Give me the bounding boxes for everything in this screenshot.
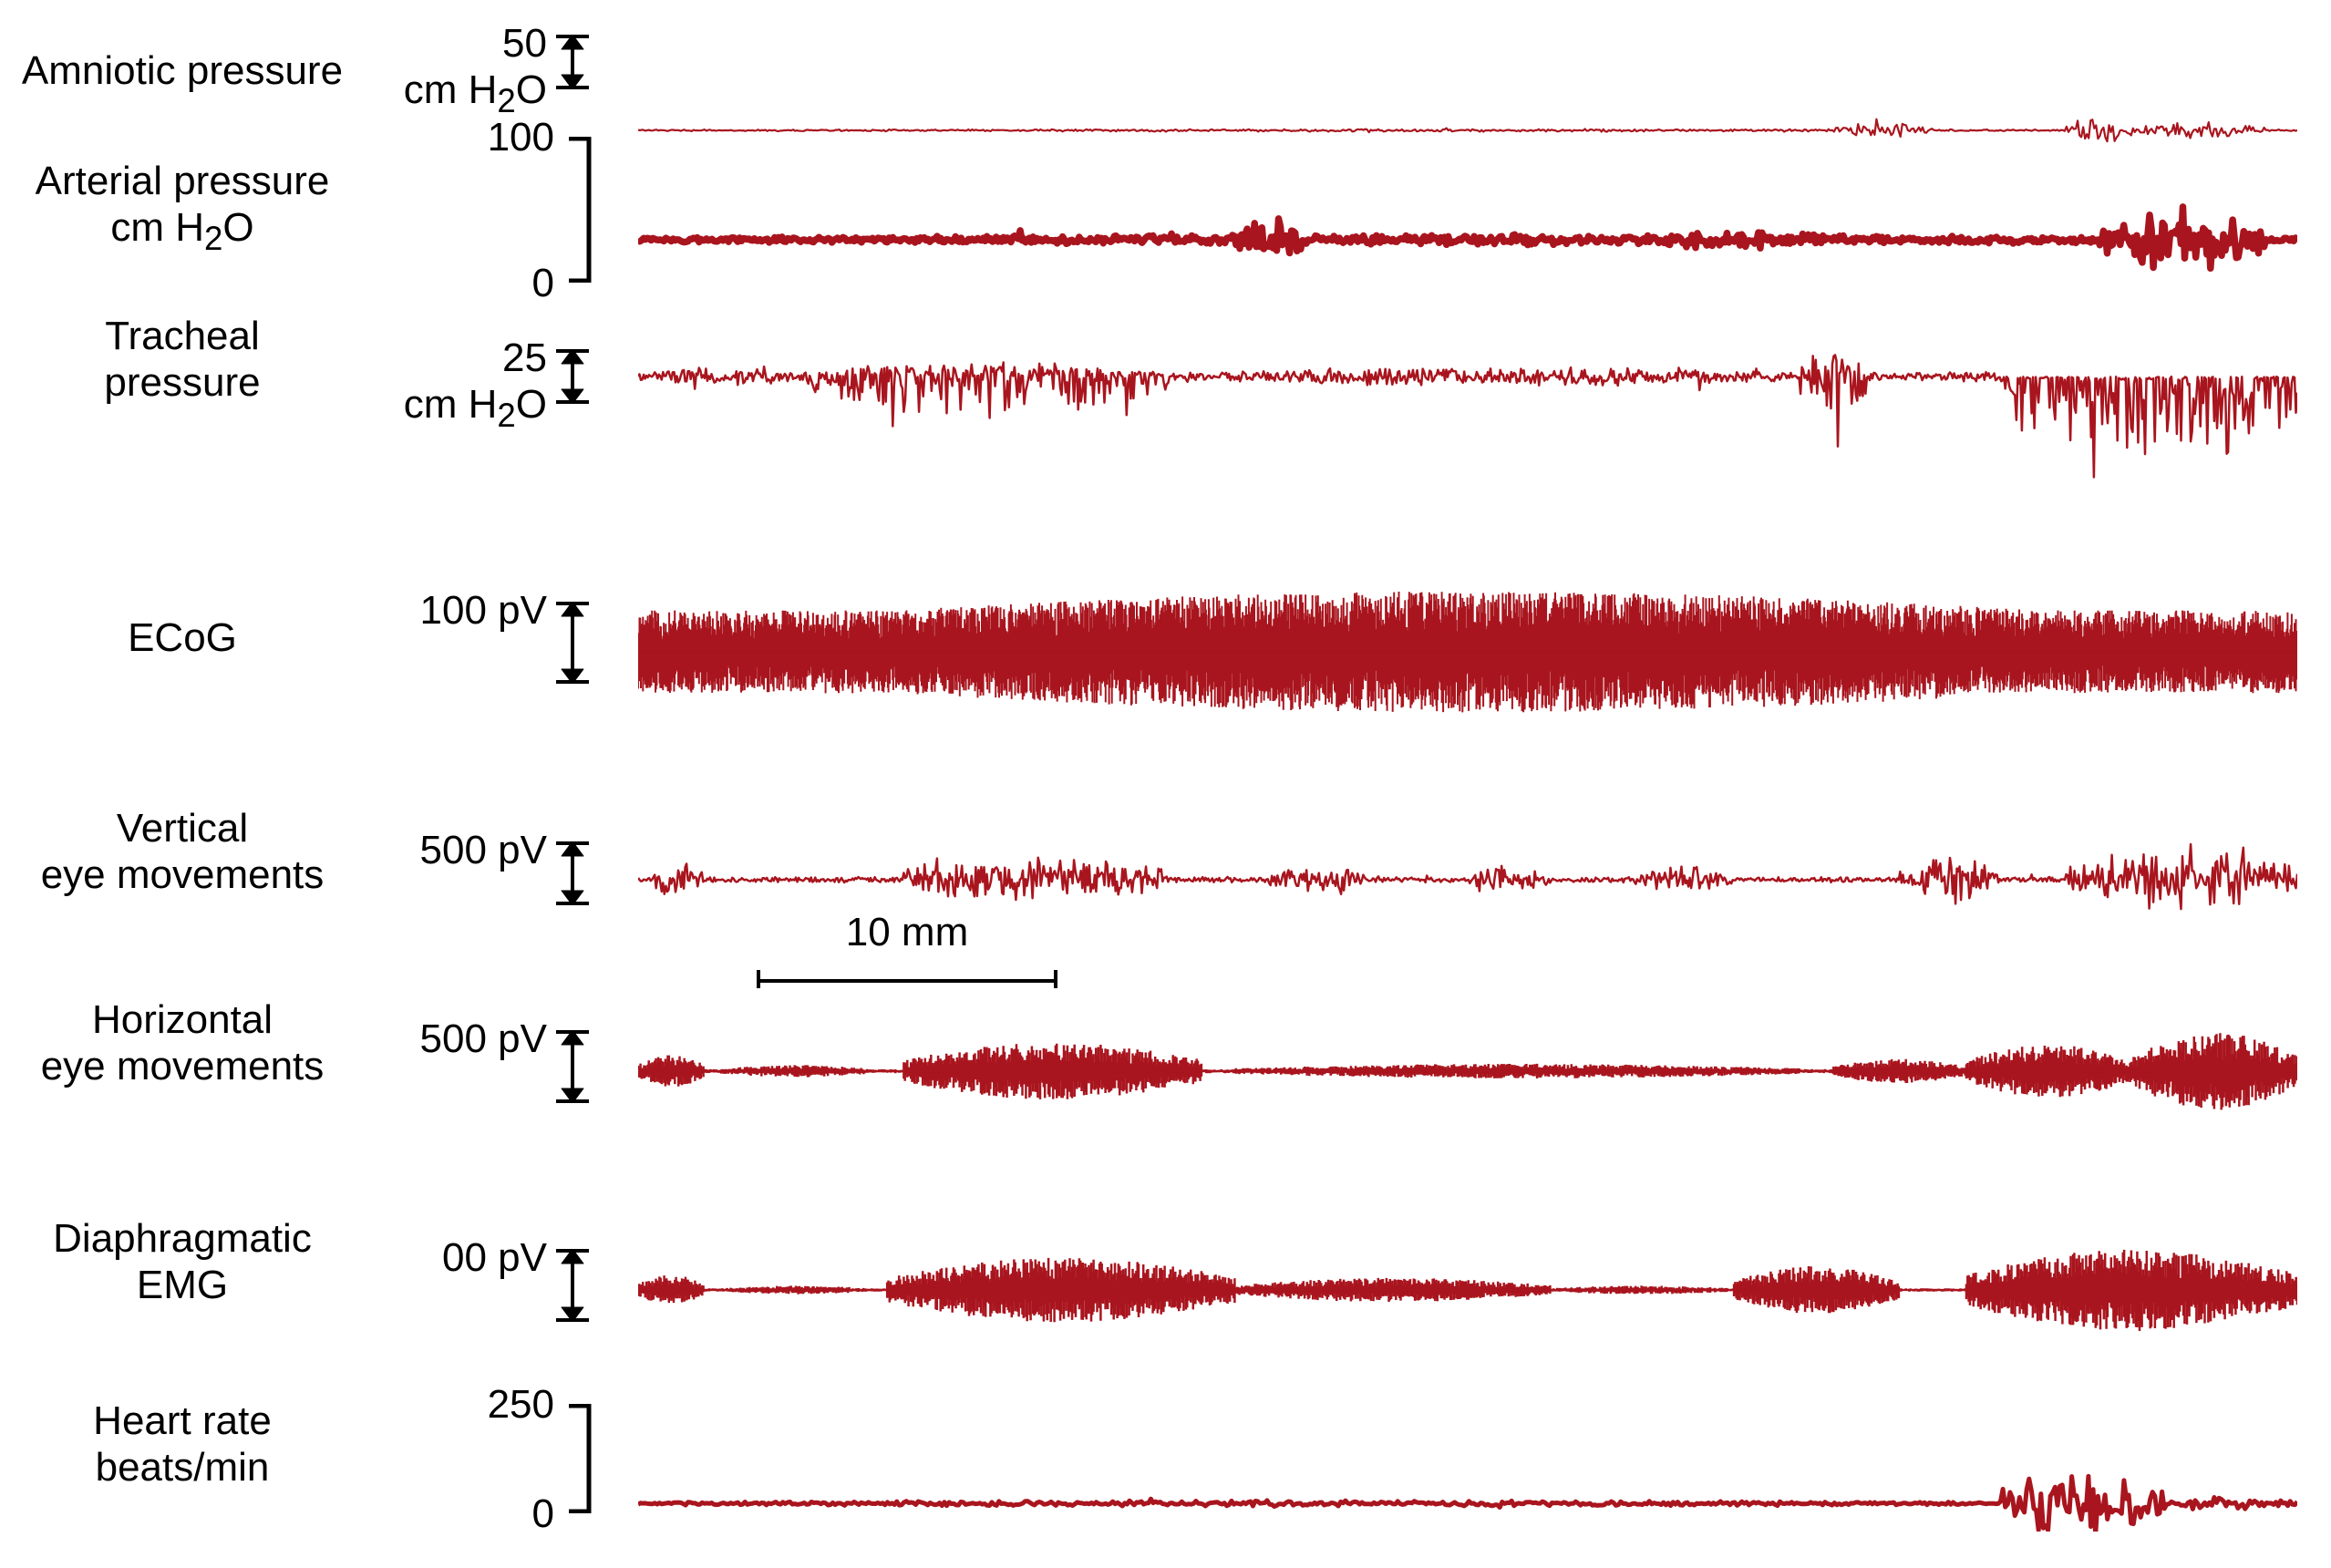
scale-value-diaphragm_emg: 00 pV: [442, 1235, 547, 1281]
scale-arrow-ecog: [552, 602, 593, 684]
scale-value-ecog: 100 pV: [420, 588, 547, 634]
scale-bottom-heart_rate: 0: [532, 1491, 554, 1537]
trace-horizontal_eye: [638, 989, 2297, 1153]
channel-label-horizontal_eye: Horizontaleye movements: [0, 997, 365, 1089]
scale-value-vertical_eye: 500 pV: [420, 828, 547, 873]
scale-value-amniotic: 50: [502, 21, 547, 67]
trace-tracheal: [638, 328, 2297, 501]
channel-label-amniotic: Amniotic pressure: [0, 48, 365, 95]
scale-unit-amniotic: cm H2O: [404, 67, 547, 120]
scale-arrow-tracheal: [552, 349, 593, 404]
physiology-traces-figure: Amniotic pressure50cm H2OArterial pressu…: [0, 0, 2331, 1568]
time-scale-bar: [757, 955, 1057, 988]
trace-ecog: [638, 524, 2297, 779]
scale-arrow-horizontal_eye: [552, 1030, 593, 1103]
scale-value-horizontal_eye: 500 pV: [420, 1016, 547, 1062]
time-scale-label: 10 mm: [757, 910, 1057, 956]
channel-label-arterial: Arterial pressurecm H2O: [0, 159, 365, 258]
trace-heart_rate: [638, 1404, 2297, 1532]
channel-label-diaphragm_emg: DiaphragmaticEMG: [0, 1216, 365, 1308]
scale-arrow-vertical_eye: [552, 841, 593, 905]
channel-label-vertical_eye: Verticaleye movements: [0, 806, 365, 898]
scale-top-heart_rate: 250: [488, 1382, 554, 1428]
trace-amniotic: [638, 98, 2297, 162]
channel-label-tracheal: Trachealpressure: [0, 314, 365, 406]
scale-bracket-arterial: [562, 137, 593, 283]
scale-top-arterial: 100: [488, 115, 554, 160]
trace-diaphragm_emg: [638, 1203, 2297, 1377]
scale-arrow-diaphragm_emg: [552, 1249, 593, 1322]
scale-bottom-arterial: 0: [532, 261, 554, 306]
scale-bracket-heart_rate: [562, 1404, 593, 1513]
trace-arterial: [638, 155, 2297, 292]
channel-label-ecog: ECoG: [0, 615, 365, 662]
scale-value-tracheal: 25: [502, 335, 547, 381]
channel-label-heart_rate: Heart ratebeats/min: [0, 1398, 365, 1491]
scale-unit-tracheal: cm H2O: [404, 382, 547, 435]
scale-arrow-amniotic: [552, 35, 593, 89]
